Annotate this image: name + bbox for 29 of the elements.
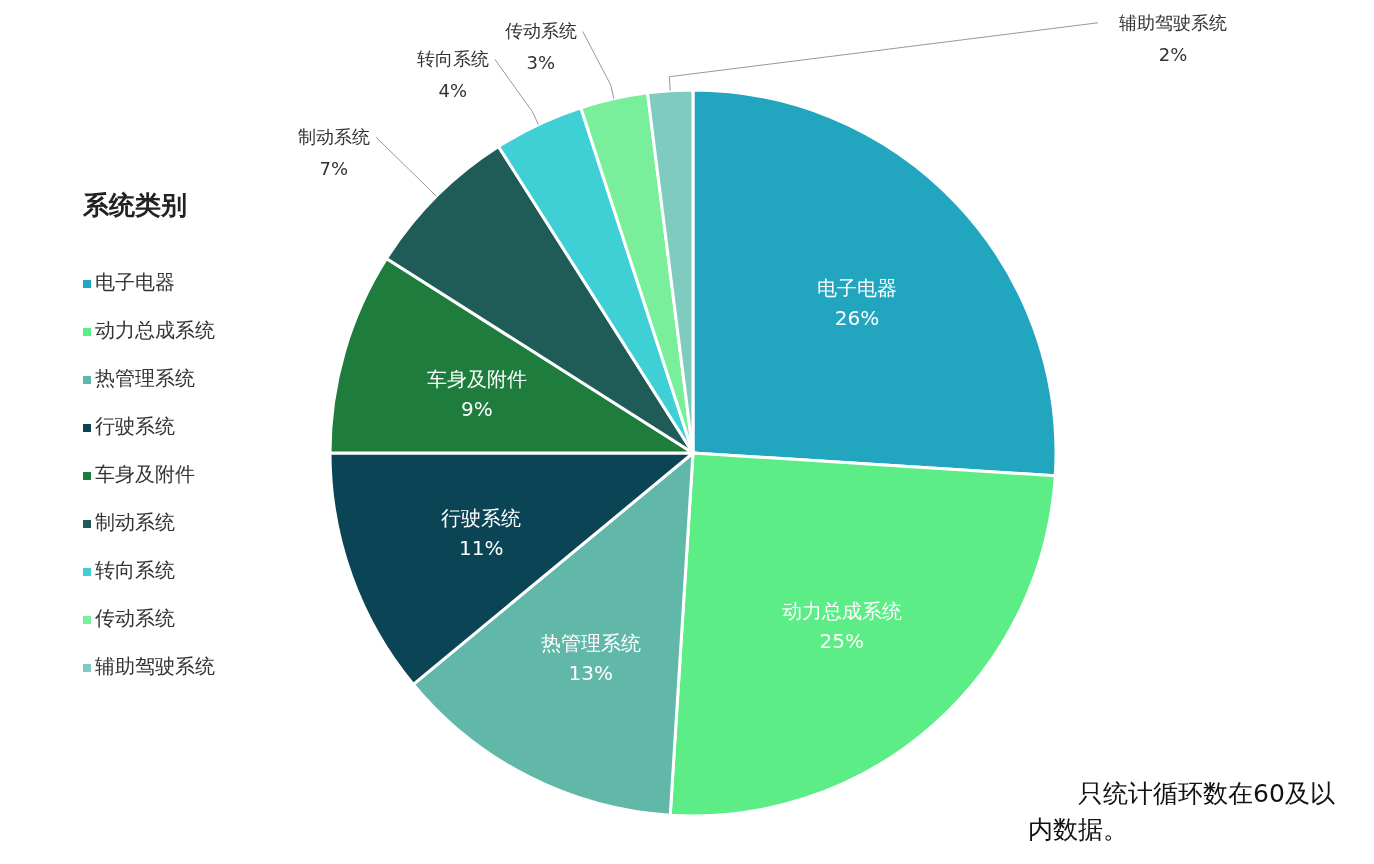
legend-label: 辅助驾驶系统 — [95, 654, 215, 678]
slice-label: 车身及附件 — [426, 367, 527, 392]
slice-label: 电子电器 — [817, 275, 898, 300]
data-label: 26% — [834, 305, 880, 330]
legend-label: 制动系统 — [95, 510, 175, 534]
legend-label: 传动系统 — [95, 606, 175, 630]
slice-label: 辅助驾驶系统 — [1119, 11, 1227, 33]
data-label: 11% — [459, 536, 504, 561]
slice-label: 传动系统 — [504, 20, 577, 42]
legend-label: 热管理系统 — [95, 366, 195, 390]
legend-label: 转向系统 — [95, 558, 175, 582]
legend-title: 系统类别 — [83, 189, 187, 222]
slice-label: 制动系统 — [297, 126, 370, 148]
slice-label: 热管理系统 — [540, 630, 641, 655]
data-label: 3% — [526, 52, 556, 74]
data-label: 9% — [461, 397, 493, 422]
legend-label: 车身及附件 — [95, 462, 195, 486]
data-label: 4% — [438, 80, 468, 102]
slice-label: 转向系统 — [416, 48, 489, 70]
slice-label: 动力总成系统 — [781, 598, 902, 623]
data-label: 25% — [819, 628, 865, 653]
data-label: 7% — [319, 158, 349, 180]
legend-label: 行驶系统 — [95, 414, 175, 438]
text: 只统计循环数在60及以内数据。 — [1028, 778, 1336, 846]
slice-label: 行驶系统 — [441, 506, 522, 531]
legend-label: 动力总成系统 — [95, 318, 215, 342]
legend-label: 电子电器 — [95, 270, 175, 294]
data-label: 2% — [1158, 43, 1188, 65]
data-label: 13% — [568, 660, 614, 685]
